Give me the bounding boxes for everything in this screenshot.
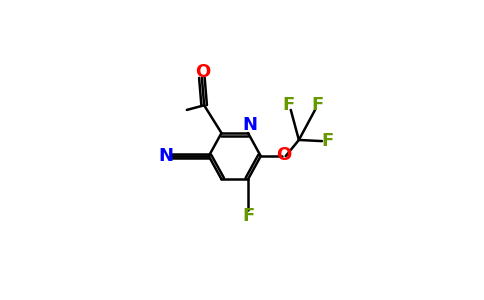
Text: F: F [311, 96, 323, 114]
Text: F: F [322, 132, 334, 150]
Text: N: N [159, 147, 174, 165]
Text: F: F [282, 96, 294, 114]
Text: O: O [276, 146, 291, 164]
Text: F: F [242, 207, 254, 225]
Text: O: O [196, 63, 211, 81]
Text: N: N [242, 116, 257, 134]
